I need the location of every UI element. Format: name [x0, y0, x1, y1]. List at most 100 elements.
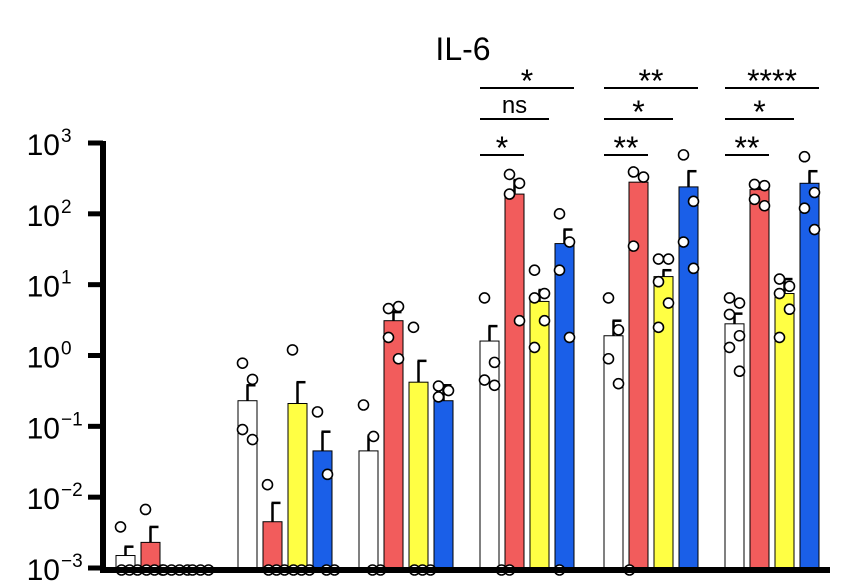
- data-point: [478, 292, 491, 304]
- data-point: [733, 329, 746, 342]
- data-point: [407, 321, 420, 334]
- bar: [529, 300, 550, 571]
- y-tick-exponent: −1: [61, 409, 83, 430]
- data-point: [723, 292, 736, 304]
- y-tick-exponent: 1: [61, 268, 72, 289]
- data-point: [114, 521, 127, 533]
- data-point: [392, 300, 405, 313]
- bar: [312, 450, 333, 571]
- significance-label: *: [521, 63, 533, 99]
- bar: [287, 403, 308, 571]
- y-tick-exponent: 2: [61, 197, 72, 218]
- data-point: [261, 478, 274, 491]
- significance-label: ns: [502, 92, 527, 119]
- significance-label: *: [632, 94, 644, 130]
- bar: [628, 181, 649, 571]
- y-tick-exponent: 0: [61, 339, 72, 360]
- bar: [749, 189, 770, 571]
- y-tick-label: 10: [27, 271, 60, 304]
- data-point: [687, 195, 700, 208]
- significance-label: **: [614, 130, 639, 166]
- y-tick-exponent: −3: [61, 551, 83, 572]
- y-tick-label: 10: [27, 554, 60, 587]
- chart-title: IL-6: [435, 31, 490, 67]
- data-point: [773, 273, 786, 285]
- y-tick-label: 10: [27, 200, 60, 233]
- significance-annotations: *ns*************: [480, 63, 819, 166]
- data-point: [503, 168, 516, 181]
- bar: [358, 450, 379, 571]
- data-point: [488, 356, 501, 369]
- data-point: [563, 331, 576, 344]
- significance-label: *: [753, 94, 765, 130]
- bar: [603, 335, 624, 571]
- data-point: [357, 399, 370, 411]
- data-point: [488, 379, 501, 392]
- data-point: [538, 287, 551, 300]
- data-point: [652, 275, 665, 288]
- data-point: [748, 193, 761, 206]
- data-point: [563, 236, 576, 248]
- data-point: [808, 186, 821, 199]
- data-point: [748, 178, 761, 191]
- data-point: [311, 406, 324, 418]
- data-point: [723, 341, 736, 354]
- significance-label: **: [639, 63, 664, 99]
- data-point: [513, 314, 526, 327]
- data-point: [627, 240, 640, 252]
- data-point: [528, 292, 541, 304]
- data-point: [382, 331, 395, 344]
- data-point: [602, 292, 615, 304]
- y-tick-exponent: −2: [61, 480, 83, 501]
- data-point: [783, 280, 796, 293]
- data-point: [442, 384, 455, 397]
- data-point: [538, 314, 551, 327]
- data-point: [236, 423, 249, 436]
- data-point: [392, 352, 405, 365]
- data-point: [652, 321, 665, 334]
- y-tick-label: 10: [27, 129, 60, 162]
- data-point: [478, 374, 491, 386]
- data-point: [139, 503, 152, 516]
- data-point: [652, 253, 665, 265]
- data-point: [723, 308, 736, 321]
- data-point: [677, 236, 690, 248]
- data-point: [286, 344, 299, 356]
- bar: [408, 381, 429, 571]
- data-point: [637, 171, 650, 183]
- data-point: [773, 287, 786, 300]
- data-point: [758, 199, 771, 212]
- data-point: [662, 297, 675, 309]
- significance-label: **: [735, 130, 760, 166]
- bar: [504, 193, 525, 571]
- data-point: [321, 468, 334, 481]
- bar: [653, 276, 674, 571]
- data-point: [246, 373, 259, 386]
- data-point: [503, 188, 516, 200]
- bar: [799, 182, 820, 571]
- data-point: [733, 297, 746, 309]
- data-point: [687, 262, 700, 275]
- data-point: [513, 177, 526, 190]
- bar: [554, 243, 575, 571]
- data-point: [432, 391, 445, 403]
- significance-label: *: [496, 130, 508, 166]
- data-point: [773, 331, 786, 344]
- data-points: [114, 149, 821, 576]
- bars: [115, 169, 820, 571]
- data-point: [553, 208, 566, 220]
- data-point: [783, 303, 796, 316]
- data-point: [733, 365, 746, 378]
- data-point: [236, 357, 249, 369]
- data-point: [612, 324, 625, 336]
- data-point: [528, 264, 541, 277]
- data-point: [528, 341, 541, 354]
- data-point: [612, 377, 625, 390]
- data-point: [382, 302, 395, 315]
- bar: [433, 400, 454, 571]
- data-point: [627, 166, 640, 178]
- y-tick-label: 10: [27, 483, 60, 516]
- data-point: [808, 223, 821, 236]
